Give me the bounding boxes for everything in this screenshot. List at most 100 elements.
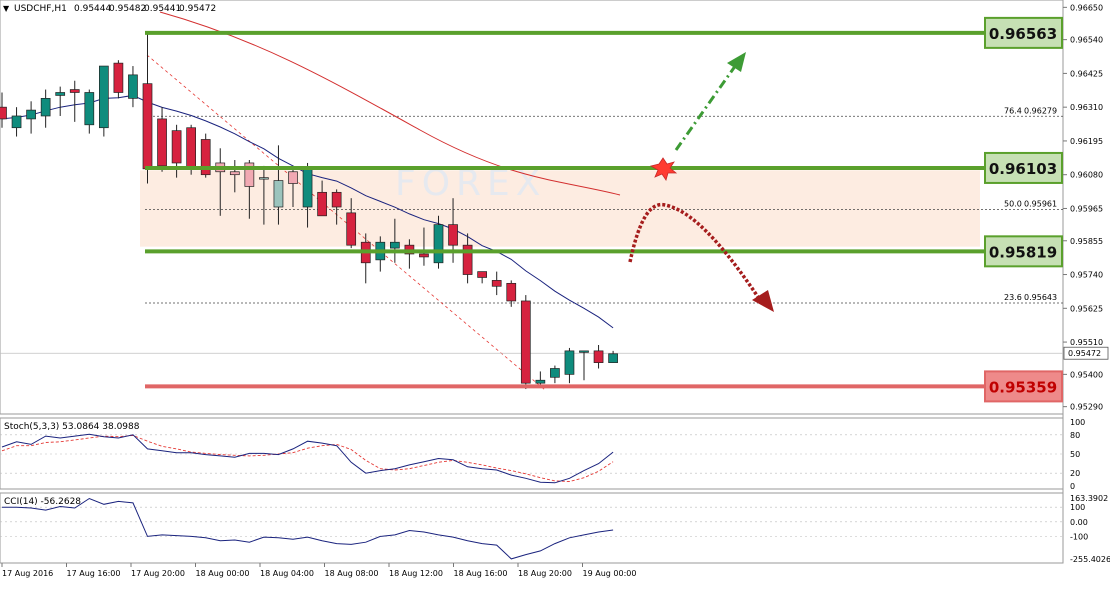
candle-body bbox=[11, 115, 22, 129]
candle-body bbox=[244, 162, 255, 187]
candle-body bbox=[273, 180, 284, 208]
candle-body bbox=[26, 109, 36, 120]
candle-body bbox=[69, 89, 80, 93]
cci-tick-label: 100 bbox=[1070, 503, 1085, 512]
candle-body bbox=[535, 379, 546, 384]
levels-group: 0.96563 0.96103 0.95819 0.95359 bbox=[145, 16, 1063, 403]
time-tick-label: 17 Aug 20:00 bbox=[131, 569, 185, 578]
candle-body bbox=[477, 271, 487, 278]
price-tick-label: 0.95400 bbox=[1070, 370, 1103, 379]
price-tick-label: 0.95740 bbox=[1070, 271, 1103, 280]
price-axis-group: 0.96650 0.96540 0.96425 0.96310 0.96195 0.960… bbox=[1063, 3, 1109, 412]
candles-group bbox=[0, 33, 618, 390]
time-tick-label: 18 Aug 16:00 bbox=[454, 569, 508, 578]
candle-body bbox=[346, 212, 357, 246]
fib-ratio-label: 23.6 bbox=[1004, 293, 1022, 302]
candle-body bbox=[288, 171, 298, 184]
stoch-signal-line bbox=[1, 434, 614, 482]
ohlc-open: 0.95444 bbox=[74, 4, 111, 14]
price-tick-label: 0.96540 bbox=[1070, 36, 1103, 45]
fib-price-label: 0.95961 bbox=[1024, 200, 1057, 209]
time-tick-label: 18 Aug 00:00 bbox=[196, 569, 250, 578]
stoch-tick-label: 100 bbox=[1070, 418, 1085, 427]
candle-body bbox=[491, 280, 502, 287]
candle-body bbox=[593, 350, 604, 363]
fib-ratio-label: 76.4 bbox=[1004, 106, 1022, 115]
bullish-arrow-head bbox=[727, 52, 746, 72]
time-tick-label: 18 Aug 08:00 bbox=[325, 569, 379, 578]
bearish-arrow-head bbox=[752, 290, 774, 312]
candle-body bbox=[448, 224, 458, 246]
stoch-main-line bbox=[1, 433, 614, 484]
candle-body bbox=[317, 191, 327, 217]
candle-body bbox=[550, 368, 560, 378]
candle-body bbox=[259, 177, 269, 180]
price-tick-label: 0.95510 bbox=[1070, 338, 1103, 347]
candle-body bbox=[0, 106, 7, 120]
candle-body bbox=[433, 224, 444, 264]
ohlc-low: 0.95441 bbox=[144, 4, 181, 14]
price-level-label: 0.96103 bbox=[989, 160, 1057, 178]
candle-body bbox=[520, 300, 531, 384]
price-tick-label: 0.95965 bbox=[1070, 204, 1103, 213]
current-price-tag bbox=[1063, 346, 1109, 360]
candle-body bbox=[419, 253, 429, 258]
time-tick-label: 17 Aug 16:00 bbox=[67, 569, 121, 578]
fib-trend-line bbox=[146, 54, 546, 391]
price-level-box bbox=[984, 151, 1063, 184]
fib-price-label: 0.96279 bbox=[1024, 106, 1057, 115]
cci-tick-label: 163.3902 bbox=[1070, 494, 1108, 503]
cci-tick-label: -100 bbox=[1070, 532, 1088, 541]
candle-body bbox=[84, 92, 95, 126]
price-tick-label: 0.96310 bbox=[1070, 103, 1103, 112]
price-level-box bbox=[984, 235, 1063, 268]
fibonacci-group: 76.4 0.96279 50.0 0.95961 23.6 0.95643 bbox=[0, 54, 1063, 391]
bearish-arrow-curve bbox=[628, 202, 762, 301]
fib-price-label: 0.95643 bbox=[1024, 293, 1057, 302]
candle-body bbox=[608, 353, 618, 363]
price-level-label: 0.95819 bbox=[989, 243, 1057, 261]
candle-body bbox=[113, 62, 124, 93]
price-tick-label: 0.96080 bbox=[1070, 171, 1103, 180]
candle-body bbox=[40, 98, 51, 117]
arrows-group bbox=[628, 52, 774, 312]
time-tick-label: 18 Aug 04:00 bbox=[260, 569, 314, 578]
stoch-tick-label: 0 bbox=[1070, 482, 1075, 491]
time-tick-label: 17 Aug 2016 bbox=[2, 569, 53, 578]
price-level-label: 0.96563 bbox=[989, 25, 1057, 43]
candle-body bbox=[390, 241, 400, 249]
time-tick-label: 18 Aug 20:00 bbox=[518, 569, 572, 578]
stochastic-group: 100 80 50 20 0 bbox=[0, 418, 1085, 491]
candle-body bbox=[462, 244, 473, 275]
cci-tick-label: 0.00 bbox=[1070, 518, 1088, 527]
stoch-tick-label: 80 bbox=[1070, 431, 1080, 440]
candle-body bbox=[564, 350, 575, 375]
price-tick-label: 0.96650 bbox=[1070, 3, 1103, 12]
fib-ratio-label: 50.0 bbox=[1004, 200, 1022, 209]
price-level-box bbox=[984, 16, 1063, 49]
price-tick-label: 0.96195 bbox=[1070, 137, 1103, 146]
time-tick-label: 19 Aug 00:00 bbox=[583, 569, 637, 578]
candle-body bbox=[98, 65, 109, 129]
candle-body bbox=[55, 92, 66, 96]
time-axis-group: 17 Aug 2016 17 Aug 16:00 17 Aug 20:00 18 Au… bbox=[1, 563, 637, 578]
stoch-label: Stoch(5,3,3) 53.0864 38.0988 bbox=[4, 422, 140, 432]
price-tick-label: 0.96425 bbox=[1070, 69, 1103, 78]
price-tick-label: 0.95855 bbox=[1070, 237, 1103, 246]
chart-corner-arrow: ▼ bbox=[3, 4, 10, 13]
cci-tick-label: -255.4026 bbox=[1070, 555, 1110, 564]
candle-body bbox=[506, 282, 517, 302]
candle-body bbox=[229, 171, 240, 176]
cci-panel-frame bbox=[0, 492, 1064, 564]
bullish-arrow-line bbox=[674, 61, 740, 151]
candle-body bbox=[200, 139, 211, 176]
stoch-panel-frame bbox=[0, 417, 1064, 490]
price-tick-label: 0.95625 bbox=[1070, 304, 1103, 313]
candle-body bbox=[302, 168, 313, 208]
candle-body bbox=[331, 191, 342, 208]
ohlc-high: 0.95482 bbox=[109, 4, 146, 14]
price-level-label: 0.95359 bbox=[989, 378, 1057, 396]
